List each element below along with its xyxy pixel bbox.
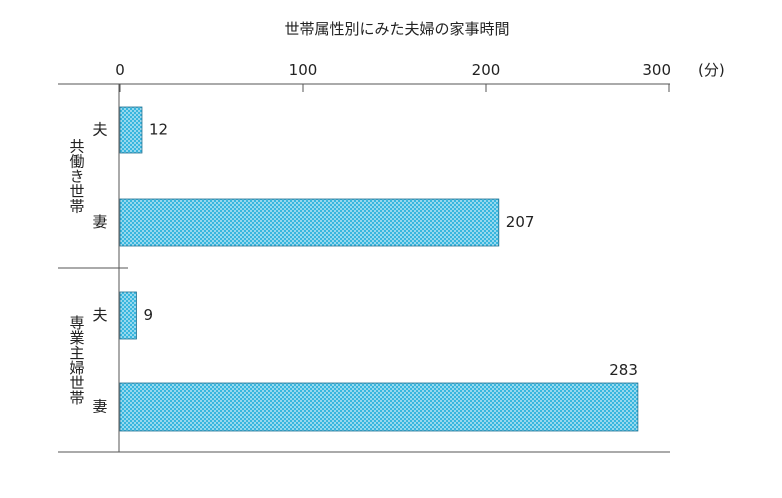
value-label-0-1: 207	[506, 213, 535, 231]
x-tick-label-1: 100	[289, 61, 318, 79]
value-label-1-1: 283	[609, 361, 638, 379]
bar-1-0	[119, 291, 137, 340]
value-label-1-0: 9	[143, 306, 153, 324]
group-label-1: 専業主婦世帯	[68, 315, 86, 405]
x-tick-label-0: 0	[115, 61, 125, 79]
bar-0-0	[119, 106, 143, 154]
category-label-0-1: 妻	[92, 213, 107, 231]
category-label-0-0: 夫	[92, 121, 107, 139]
bars-layer: 共働き世帯夫 12妻 207専業主婦世帯夫 9妻283	[68, 106, 639, 432]
x-tick-label-3: 300	[642, 61, 671, 79]
category-label-1-0: 夫	[92, 306, 107, 324]
category-label-1-1: 妻	[92, 398, 107, 416]
group-label-0: 共働き世帯	[68, 139, 86, 214]
x-tick-label-2: 200	[472, 61, 501, 79]
x-axis-unit: (分)	[698, 61, 725, 79]
x-axis-ticks: 0 100 200 300	[115, 61, 671, 92]
chart-title: 世帯属性別にみた夫婦の家事時間	[284, 20, 509, 38]
bar-0-1	[119, 198, 500, 247]
value-label-0-0: 12	[149, 121, 168, 139]
bar-1-1	[119, 382, 639, 432]
